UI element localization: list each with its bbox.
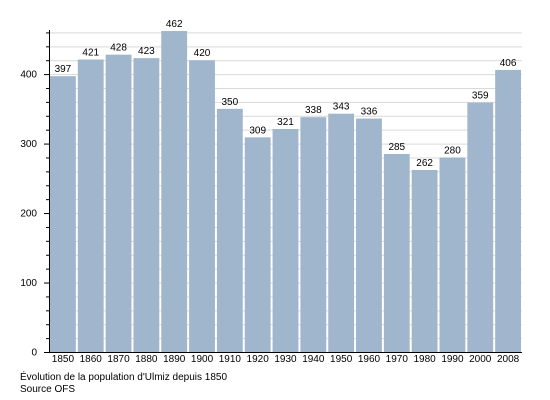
- y-tick-label-100: 100: [20, 278, 37, 289]
- bar-1990: [439, 157, 466, 352]
- bar-1960: [356, 118, 382, 352]
- bar-1910: [216, 108, 243, 352]
- data-label-1970: 285: [388, 142, 405, 153]
- bars-layer: [50, 31, 521, 353]
- data-label-1900: 420: [194, 48, 211, 59]
- labels-layer: 397 1850 421 1860 428 1870 423 1880 462 1890 420 19…: [20, 19, 519, 365]
- bar-1980: [411, 169, 438, 352]
- bar-1870: [105, 54, 132, 353]
- x-tick-label-1940: 1940: [302, 354, 325, 365]
- bar-1850: [50, 76, 76, 352]
- bar-1890: [161, 31, 188, 352]
- y-tick-label-200: 200: [20, 209, 37, 220]
- x-tick-label-1910: 1910: [219, 354, 242, 365]
- bar-1940: [300, 117, 327, 352]
- bar-1880: [133, 58, 160, 353]
- data-label-1990: 280: [444, 145, 461, 156]
- y-tick-label-400: 400: [20, 70, 37, 81]
- data-label-1860: 421: [82, 48, 99, 59]
- bar-2000: [467, 102, 494, 352]
- data-label-1930: 321: [277, 117, 294, 128]
- data-label-1870: 428: [110, 43, 127, 54]
- x-tick-label-1850: 1850: [52, 354, 75, 365]
- x-tick-label-1890: 1890: [163, 354, 186, 365]
- bar-1920: [244, 137, 271, 352]
- x-tick-label-1900: 1900: [191, 354, 214, 365]
- x-tick-label-1990: 1990: [441, 354, 464, 365]
- chart-caption-source: Source OFS: [20, 384, 76, 395]
- bar-1900: [189, 60, 215, 353]
- data-label-1850: 397: [55, 64, 72, 75]
- data-label-1980: 262: [416, 158, 433, 169]
- x-tick-label-1980: 1980: [413, 354, 436, 365]
- y-tick-label-0: 0: [31, 348, 37, 359]
- axis-layer: [44, 30, 522, 353]
- x-tick-label-1920: 1920: [247, 354, 270, 365]
- data-label-1950: 343: [333, 102, 350, 113]
- data-label-1880: 423: [138, 46, 155, 57]
- bar-1970: [383, 154, 410, 352]
- x-tick-label-1880: 1880: [135, 354, 158, 365]
- data-label-2008: 406: [500, 58, 517, 69]
- data-label-1960: 336: [361, 107, 378, 118]
- data-label-1910: 350: [222, 97, 239, 108]
- chart-caption-title: Évolution de la population d'Ulmiz depui…: [20, 372, 228, 383]
- x-tick-label-1930: 1930: [274, 354, 297, 365]
- bar-1950: [328, 113, 355, 352]
- bar-1860: [77, 59, 104, 353]
- data-label-1940: 338: [305, 105, 322, 116]
- data-label-1920: 309: [249, 125, 266, 136]
- y-tick-label-300: 300: [20, 139, 37, 150]
- x-tick-label-1960: 1960: [358, 354, 381, 365]
- x-tick-label-2000: 2000: [469, 354, 492, 365]
- x-tick-label-1870: 1870: [107, 354, 130, 365]
- x-tick-label-2008: 2008: [497, 354, 520, 365]
- bar-2008: [495, 69, 521, 353]
- x-tick-label-1860: 1860: [80, 354, 103, 365]
- x-tick-label-1950: 1950: [330, 354, 353, 365]
- x-tick-label-1970: 1970: [386, 354, 409, 365]
- bar-1930: [272, 128, 299, 352]
- data-label-1890: 462: [166, 19, 183, 30]
- data-label-2000: 359: [472, 91, 489, 102]
